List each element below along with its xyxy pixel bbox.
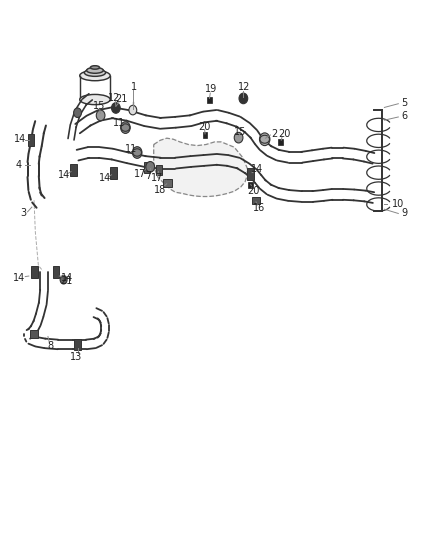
Circle shape bbox=[146, 161, 155, 172]
Ellipse shape bbox=[84, 69, 106, 76]
Bar bbox=[110, 167, 117, 179]
Text: 6: 6 bbox=[401, 111, 407, 121]
Text: 18: 18 bbox=[154, 184, 166, 195]
Text: 9: 9 bbox=[401, 208, 407, 219]
Text: 12: 12 bbox=[238, 82, 251, 92]
Text: 15: 15 bbox=[234, 127, 246, 137]
Text: 13: 13 bbox=[70, 352, 82, 361]
Text: 14: 14 bbox=[99, 173, 111, 183]
Bar bbox=[203, 132, 208, 138]
Text: 8: 8 bbox=[47, 341, 53, 351]
Circle shape bbox=[60, 276, 67, 284]
Text: 14: 14 bbox=[251, 164, 263, 174]
Text: 17: 17 bbox=[134, 169, 146, 179]
Text: 20: 20 bbox=[278, 129, 290, 139]
Text: 19: 19 bbox=[205, 84, 217, 94]
Text: 5: 5 bbox=[401, 98, 407, 108]
Ellipse shape bbox=[80, 70, 110, 80]
Text: 15: 15 bbox=[93, 101, 106, 111]
Circle shape bbox=[120, 122, 130, 133]
Ellipse shape bbox=[90, 66, 99, 69]
Circle shape bbox=[234, 132, 243, 143]
Circle shape bbox=[129, 106, 137, 115]
Circle shape bbox=[112, 103, 120, 114]
Text: 21: 21 bbox=[60, 276, 73, 286]
Bar bbox=[74, 338, 81, 350]
Bar bbox=[207, 96, 212, 103]
Bar bbox=[279, 139, 283, 145]
Bar bbox=[248, 182, 253, 188]
Text: 12: 12 bbox=[108, 93, 121, 103]
Circle shape bbox=[259, 133, 270, 146]
Bar bbox=[31, 266, 38, 278]
Text: 1: 1 bbox=[131, 82, 137, 92]
Text: 21: 21 bbox=[115, 94, 127, 104]
Bar bbox=[156, 165, 162, 175]
Text: 20: 20 bbox=[198, 122, 210, 132]
Circle shape bbox=[132, 147, 142, 158]
Bar bbox=[144, 162, 150, 173]
Ellipse shape bbox=[87, 68, 103, 73]
Bar bbox=[30, 330, 38, 338]
Text: 14: 14 bbox=[61, 273, 74, 282]
Circle shape bbox=[74, 108, 81, 117]
Text: 2: 2 bbox=[272, 129, 278, 139]
Text: 16: 16 bbox=[253, 203, 265, 213]
Text: 14: 14 bbox=[14, 134, 26, 144]
Text: 14: 14 bbox=[57, 171, 70, 180]
Text: 7: 7 bbox=[145, 171, 152, 181]
Text: 10: 10 bbox=[392, 199, 404, 209]
Text: 11: 11 bbox=[125, 144, 137, 154]
Circle shape bbox=[239, 93, 248, 104]
Text: 11: 11 bbox=[113, 118, 125, 128]
Bar bbox=[163, 179, 172, 187]
Text: 20: 20 bbox=[247, 185, 260, 196]
Text: 3: 3 bbox=[20, 208, 26, 219]
Ellipse shape bbox=[80, 94, 110, 104]
Bar bbox=[252, 197, 260, 204]
Circle shape bbox=[96, 110, 105, 120]
Bar bbox=[28, 134, 35, 146]
Bar bbox=[70, 164, 77, 176]
Text: 17: 17 bbox=[151, 173, 163, 183]
Bar bbox=[53, 266, 60, 278]
Bar bbox=[247, 168, 254, 180]
Text: 14: 14 bbox=[13, 273, 25, 282]
Text: 4: 4 bbox=[16, 160, 22, 169]
Polygon shape bbox=[154, 138, 247, 197]
